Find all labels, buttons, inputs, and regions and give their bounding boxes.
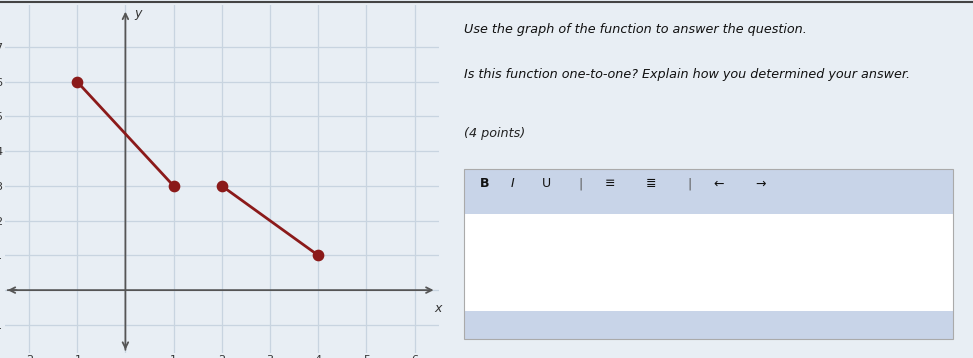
Text: |: |	[578, 177, 583, 190]
Point	[69, 79, 85, 84]
Bar	[464, 214, 953, 311]
Bar	[464, 311, 953, 339]
Text: →: →	[755, 177, 766, 190]
Text: ≡: ≡	[604, 177, 615, 190]
Text: y: y	[134, 7, 141, 20]
Text: x: x	[434, 302, 442, 315]
Text: U: U	[542, 177, 551, 190]
Bar	[464, 169, 953, 339]
Text: ←: ←	[713, 177, 724, 190]
Point	[214, 183, 230, 189]
Text: Use the graph of the function to answer the question.: Use the graph of the function to answer …	[464, 23, 807, 36]
Bar	[464, 169, 953, 214]
Text: Is this function one-to-one? Explain how you determined your answer.: Is this function one-to-one? Explain how…	[464, 68, 910, 81]
Point	[310, 252, 326, 258]
Text: ≣: ≣	[646, 177, 657, 190]
Text: (4 points): (4 points)	[464, 127, 525, 140]
Text: |: |	[688, 177, 692, 190]
Text: I: I	[511, 177, 515, 190]
Point	[165, 183, 181, 189]
Text: B: B	[480, 177, 489, 190]
